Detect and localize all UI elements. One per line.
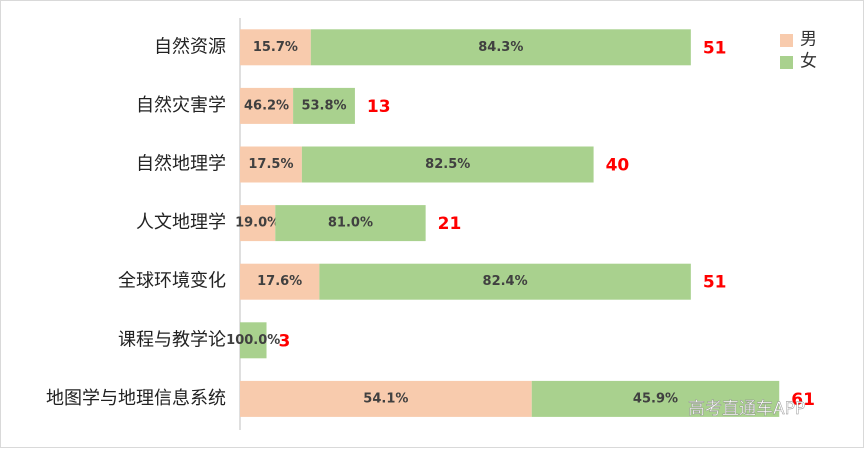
legend-label: 女 <box>800 52 817 72</box>
category-label: 自然地理学 <box>136 154 226 175</box>
total-label: 3 <box>279 331 291 351</box>
segment-label: 46.2% <box>244 98 289 113</box>
segment-label: 45.9% <box>633 391 678 406</box>
bar-segment <box>240 263 320 300</box>
category-label: 人文地理学 <box>136 212 226 233</box>
total-label: 13 <box>367 97 391 117</box>
legend-swatch <box>780 56 793 69</box>
segment-label: 84.3% <box>478 40 523 55</box>
bar-segment <box>319 263 691 300</box>
bar-segment <box>240 322 267 359</box>
bar-segment <box>310 29 691 66</box>
total-label: 51 <box>703 273 727 293</box>
segment-label: 17.6% <box>257 274 302 289</box>
category-label: 地图学与地理信息系统 <box>46 388 226 409</box>
total-label: 21 <box>438 214 462 234</box>
watermark: 高考直通车APP <box>688 399 805 419</box>
segment-label: 100.0% <box>226 333 280 348</box>
segment-label: 82.5% <box>425 157 470 172</box>
bar-segment <box>301 146 594 183</box>
bar-segment <box>240 29 311 66</box>
category-label: 课程与教学论 <box>118 329 226 350</box>
bar-segment <box>275 205 426 242</box>
bar-segment <box>531 380 780 417</box>
segment-label: 81.0% <box>328 216 373 231</box>
total-label: 51 <box>703 38 727 58</box>
bar-segment <box>293 87 355 124</box>
total-label: 40 <box>606 156 630 176</box>
bar-segment <box>240 380 532 417</box>
category-label: 自然灾害学 <box>136 95 226 116</box>
category-label: 自然资源 <box>154 36 226 57</box>
legend-swatch <box>780 34 793 47</box>
segment-label: 15.7% <box>253 40 298 55</box>
segment-label: 53.8% <box>301 98 346 113</box>
total-label: 61 <box>791 390 815 410</box>
segment-label: 17.5% <box>248 157 293 172</box>
segment-label: 54.1% <box>363 391 408 406</box>
bar-segment <box>240 146 302 183</box>
category-label: 全球环境变化 <box>118 271 226 292</box>
bar-segment <box>240 87 294 124</box>
bar-segment <box>240 205 276 242</box>
segment-label: 82.4% <box>483 274 528 289</box>
legend-label: 男 <box>800 30 817 50</box>
segment-label: 19.0% <box>235 216 280 231</box>
